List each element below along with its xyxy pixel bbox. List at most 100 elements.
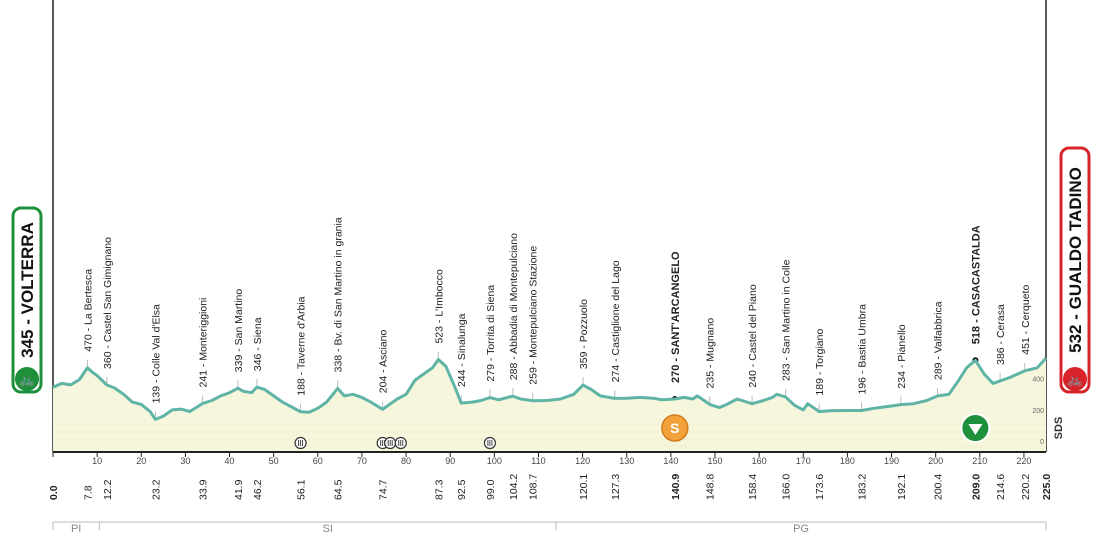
waypoint-km: 166.0 <box>781 474 793 500</box>
waypoint-km: 64.5 <box>333 479 345 500</box>
waypoint-km: 209.0 <box>970 474 982 500</box>
waypoint-km: 87.3 <box>433 479 445 500</box>
x-tick-label: 180 <box>840 456 855 466</box>
x-axis: 10 20 30 40 50 60 70 80 90 100 110 120 130 140 150 160 1… <box>52 451 1046 466</box>
waypoint-name: 139 - Colle Val d'Elsa <box>150 304 162 403</box>
x-tick-label: 160 <box>752 456 767 466</box>
x-tick-label: 60 <box>313 456 323 466</box>
profile-fill <box>53 358 1046 452</box>
elevation-profile <box>52 357 1048 452</box>
profile-line <box>52 357 1048 421</box>
x-tick-label: 200 <box>928 456 943 466</box>
waypoint-km: 148.8 <box>705 474 717 500</box>
region-label: PG <box>793 523 809 535</box>
region-label: SI <box>323 523 333 535</box>
waypoint-name: 470 - La Bertesca <box>82 269 94 352</box>
waypoint-km: 23.2 <box>150 479 162 500</box>
region-bar: PI SI PG <box>52 521 1047 535</box>
x-tick-label: 40 <box>225 456 235 466</box>
waypoint-km: 33.9 <box>198 479 210 500</box>
waypoint-name: 360 - Castel San Gimignano <box>102 237 114 369</box>
waypoint-name: 235 - Mugnano <box>705 318 717 389</box>
start-badge-frame <box>11 206 43 394</box>
waypoint-name: 196 - Bastia Umbra <box>857 304 869 395</box>
sprint-icon-glyph: S <box>670 420 679 436</box>
waypoint-name: 234 - Pianello <box>896 324 908 388</box>
finish-badge-frame <box>1059 146 1091 394</box>
waypoint-name: 288 - Abbadia di Montepulciano <box>508 233 520 380</box>
sprint-icon <box>661 414 689 442</box>
waypoint-km: 12.2 <box>102 479 114 500</box>
waypoint-name: 386 - Cerasa <box>995 304 1007 365</box>
waypoint-name: 240 - Castel del Piano <box>747 284 759 387</box>
waypoint-name: 339 - San Martino <box>233 289 245 373</box>
finish-km: 225.0 <box>1041 474 1053 500</box>
region-label: PI <box>71 523 81 535</box>
x-tick-label: 70 <box>357 456 367 466</box>
x-tick-label: 190 <box>884 456 899 466</box>
waypoint-km: 140.9 <box>670 474 682 500</box>
finish-badge: 532 - GUALDO TADINO 🚲 <box>1059 146 1091 394</box>
bike-icon: 🚲 <box>19 372 35 387</box>
x-tick-label: 100 <box>487 456 502 466</box>
waypoint-km: 99.0 <box>485 479 497 500</box>
waypoint-name: 189 - Torgiano <box>814 329 826 396</box>
waypoint-name: 289 - Valfabbrica <box>932 301 944 380</box>
waypoint-km: 74.7 <box>378 479 390 500</box>
x-tick-label: 90 <box>445 456 455 466</box>
x-tick-label: 10 <box>92 456 102 466</box>
y-axis: 0 200 400 <box>1032 377 1044 446</box>
waypoint-km: 120.1 <box>578 474 590 500</box>
x-tick-label: 140 <box>663 456 678 466</box>
markers: S <box>294 413 991 450</box>
waypoint-km: 104.2 <box>508 474 520 500</box>
waypoint-name: 270 - SANT'ARCANGELO <box>670 251 682 383</box>
y-tick-label: 400 <box>1032 377 1044 384</box>
waypoint-name: 518 - CASACASTALDA <box>970 225 982 344</box>
waypoint-km-labels: 7.8 12.2 23.2 33.9 41.9 46.2 56.1 64.5 74.7 87.3 9… <box>48 474 1053 500</box>
x-tick-label: 130 <box>619 456 634 466</box>
finish-icon <box>1063 367 1087 391</box>
x-tick-label: 50 <box>269 456 279 466</box>
waypoint-name: 259 - Montepulciano Stazione <box>528 246 540 385</box>
waypoint-km: 220.2 <box>1020 474 1032 500</box>
waypoint-name: 346 - Siena <box>252 317 264 371</box>
waypoint-km: 192.1 <box>896 474 908 500</box>
x-tick-label: 170 <box>796 456 811 466</box>
y-tick-label: 0 <box>1040 439 1044 446</box>
waypoint-km: 200.4 <box>932 474 944 500</box>
waypoint-km: 7.8 <box>82 485 94 500</box>
waypoint-labels: 470 - La Bertesca 360 - Castel San Gimign… <box>82 217 1031 403</box>
x-tick-label: 110 <box>531 456 545 466</box>
waypoint-name: 451 - Cerqueto <box>1020 285 1032 355</box>
x-tick-label: 120 <box>575 456 590 466</box>
x-tick-label: 80 <box>401 456 411 466</box>
waypoint-km: 108.7 <box>528 474 540 500</box>
y-tick-label: 200 <box>1032 408 1044 415</box>
waypoint-name: 244 - Sinalunga <box>456 313 468 387</box>
waypoint-km: 214.6 <box>995 474 1007 500</box>
waypoint-km: 183.2 <box>857 474 869 500</box>
waypoint-name: 523 - L'Imbocco <box>433 269 445 344</box>
waypoint-name: 338 - Bv. di San Martino in grania <box>333 217 345 372</box>
waypoint-km: 127.3 <box>610 474 622 500</box>
bike-icon: 🚲 <box>1067 372 1083 387</box>
waypoint-km: 56.1 <box>296 479 308 500</box>
x-tick-label: 30 <box>180 456 190 466</box>
waypoint-km: 173.6 <box>814 474 826 500</box>
waypoint-name: 188 - Taverne d'Arbia <box>296 296 308 395</box>
waypoint-name: 279 - Torrita di Siena <box>485 285 497 382</box>
start-badge: 345 - VOLTERRA 🚲 <box>11 206 43 394</box>
start-label: 345 - VOLTERRA <box>18 222 37 358</box>
waypoint-name: 283 - San Martino in Colle <box>781 259 793 381</box>
waypoint-name: 274 - Castiglione del Lago <box>610 260 622 382</box>
start-km: 0.0 <box>48 485 60 500</box>
waypoint-km: 158.4 <box>747 474 759 500</box>
x-tick-label: 150 <box>707 456 722 466</box>
finish-label: 532 - GUALDO TADINO <box>1066 167 1085 353</box>
start-icon <box>15 367 39 391</box>
sds-logo: SDS <box>1053 417 1065 440</box>
waypoint-km: 46.2 <box>252 479 264 500</box>
waypoint-km: 41.9 <box>233 479 245 500</box>
